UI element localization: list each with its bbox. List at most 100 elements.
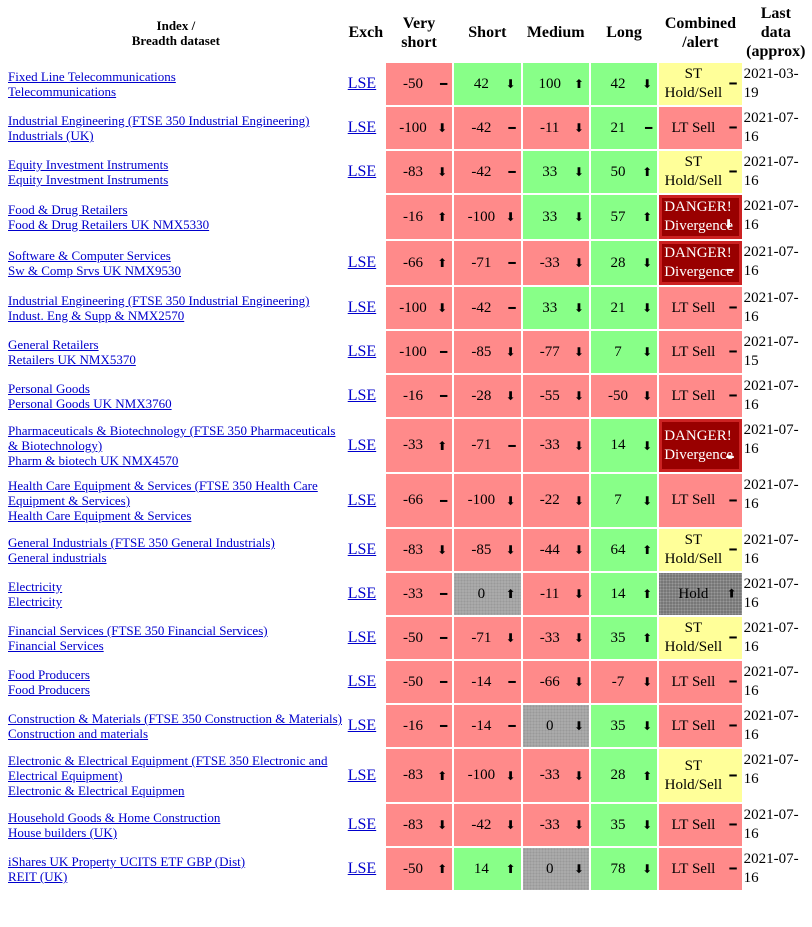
index-cell: Electricity Electricity [6, 573, 346, 615]
exch-link[interactable]: LSE [347, 299, 377, 316]
index-link[interactable]: Electronic & Electrical Equipmen [8, 783, 185, 798]
exch-link[interactable]: LSE [347, 343, 377, 360]
index-link[interactable]: Electronic & Electrical Equipment (FTSE … [8, 753, 328, 783]
index-cell: Fixed Line Telecommunications Telecommuni… [6, 63, 346, 105]
index-link[interactable]: Industrials (UK) [8, 128, 94, 143]
header-exch: Exch [348, 24, 384, 41]
index-link[interactable]: Pharm & biotech UK NMX4570 [8, 453, 179, 468]
index-link[interactable]: Industrial Engineering (FTSE 350 Industr… [8, 293, 310, 308]
index-link[interactable]: Indust. Eng & Supp & NMX2570 [8, 308, 185, 323]
signal-value: -33 [403, 585, 424, 602]
index-cell: iShares UK Property UCITS ETF GBP (Dist)… [6, 848, 346, 890]
signal-cell: -33 ━ [385, 573, 453, 615]
trend-arrow: ⬇ [573, 210, 584, 224]
index-link[interactable]: iShares UK Property UCITS ETF GBP (Dist) [8, 854, 246, 869]
signal-cell: -85 ⬇ [454, 529, 521, 571]
index-link[interactable]: Personal Goods [8, 381, 90, 396]
index-link[interactable]: Equity Investment Instruments [8, 172, 169, 187]
exch-link[interactable]: LSE [347, 860, 377, 877]
index-cell: General Industrials (FTSE 350 General In… [6, 529, 346, 571]
combined-label: LT Sell [671, 343, 716, 360]
index-link[interactable]: Electricity [8, 594, 63, 609]
exch-link[interactable]: LSE [347, 717, 377, 734]
trend-arrow: ━ [729, 674, 737, 689]
index-link[interactable]: Retailers UK NMX5370 [8, 352, 136, 367]
index-link[interactable]: Food Producers [8, 682, 90, 697]
index-link[interactable]: General industrials [8, 550, 107, 565]
exch-link[interactable]: LSE [347, 585, 377, 602]
trend-arrow: ⬇ [573, 165, 584, 179]
index-link[interactable]: Financial Services (FTSE 350 Financial S… [8, 623, 268, 638]
index-link[interactable]: Health Care Equipment & Services [8, 508, 192, 523]
signal-value: -42 [471, 163, 492, 180]
signal-cell: -71 ━ [454, 419, 521, 472]
index-cell: Personal Goods Personal Goods UK NMX3760 [6, 375, 346, 417]
signal-value: -55 [539, 387, 560, 404]
index-link[interactable]: REIT (UK) [8, 869, 68, 884]
exch-link[interactable]: LSE [347, 816, 377, 833]
signal-cell: 28 ⬇ [590, 241, 658, 285]
exch-link[interactable]: LSE [347, 387, 377, 404]
index-link[interactable]: Food & Drug Retailers UK NMX5330 [8, 217, 210, 232]
signal-value: -50 [403, 629, 424, 646]
index-link[interactable]: General Industrials (FTSE 350 General In… [8, 535, 275, 550]
signal-cell: 28 ⬆ [590, 749, 658, 802]
combined-cell: LT Sell ━ [659, 661, 742, 703]
signal-cell: -28 ⬇ [454, 375, 521, 417]
date-cell: 2021-07-16 [743, 378, 799, 413]
exch-link[interactable]: LSE [347, 163, 377, 180]
index-cell: Industrial Engineering (FTSE 350 Industr… [6, 287, 346, 329]
combined-label: DANGER! Divergence [664, 199, 734, 234]
trend-arrow: ⬇ [642, 719, 653, 733]
signal-value: -66 [403, 492, 424, 508]
trend-arrow: ⬇ [573, 818, 584, 832]
signal-value: -50 [608, 387, 629, 404]
data-row: Industrial Engineering (FTSE 350 Industr… [6, 287, 808, 329]
exch-link[interactable]: LSE [347, 436, 377, 454]
combined-label: ST Hold/Sell [664, 66, 723, 101]
signal-value: -83 [403, 816, 424, 833]
exch-cell: LSE [348, 375, 384, 417]
trend-arrow: ━ [439, 719, 448, 733]
exch-link[interactable]: LSE [347, 254, 377, 271]
index-link[interactable]: Construction and materials [8, 726, 149, 741]
index-link[interactable]: Food & Drug Retailers [8, 202, 128, 217]
index-link[interactable]: General Retailers [8, 337, 99, 352]
trend-arrow: ⬇ [642, 493, 653, 508]
exch-link[interactable]: LSE [347, 491, 377, 509]
exch-link[interactable]: LSE [347, 673, 377, 690]
index-link[interactable]: Financial Services [8, 638, 104, 653]
index-link[interactable]: Personal Goods UK NMX3760 [8, 396, 172, 411]
signal-value: 33 [542, 299, 558, 316]
signal-cell: -100 ⬇ [454, 749, 521, 802]
signal-value: -71 [471, 254, 492, 271]
date-cell: 2021-07-16 [743, 752, 799, 787]
index-link[interactable]: Health Care Equipment & Services (FTSE 3… [8, 478, 318, 508]
index-link[interactable]: Food Producers [8, 667, 90, 682]
signal-cell: -14 ━ [454, 705, 521, 747]
exch-link[interactable]: LSE [347, 75, 377, 92]
index-link[interactable]: Software & Computer Services [8, 248, 171, 263]
data-row: Electronic & Electrical Equipment (FTSE … [6, 749, 808, 802]
index-link[interactable]: Electricity [8, 579, 63, 594]
index-link[interactable]: Pharmaceuticals & Biotechnology (FTSE 35… [8, 423, 336, 453]
exch-link[interactable]: LSE [347, 766, 377, 784]
index-link[interactable]: Equity Investment Instruments [8, 157, 169, 172]
index-link[interactable]: House builders (UK) [8, 825, 118, 840]
exch-link[interactable]: LSE [347, 119, 377, 136]
signal-cell: -33 ⬇ [522, 241, 589, 285]
index-link[interactable]: Construction & Materials (FTSE 350 Const… [8, 711, 342, 726]
data-row: Software & Computer Services Sw & Comp Sr… [6, 241, 808, 285]
index-link[interactable]: Industrial Engineering (FTSE 350 Industr… [8, 113, 310, 128]
trend-arrow: ━ [729, 493, 737, 507]
exch-link[interactable]: LSE [347, 629, 377, 646]
exch-link[interactable]: LSE [347, 541, 377, 558]
trend-arrow: ⬇ [437, 543, 448, 557]
signal-value: -100 [467, 208, 496, 225]
index-cell: Industrial Engineering (FTSE 350 Industr… [6, 107, 346, 149]
index-link[interactable]: Fixed Line Telecommunications [8, 69, 176, 84]
index-link[interactable]: Household Goods & Home Construction [8, 810, 221, 825]
trend-arrow: ⬇ [642, 818, 653, 832]
index-link[interactable]: Sw & Comp Srvs UK NMX9530 [8, 263, 181, 278]
index-link[interactable]: Telecommunications [8, 84, 117, 99]
